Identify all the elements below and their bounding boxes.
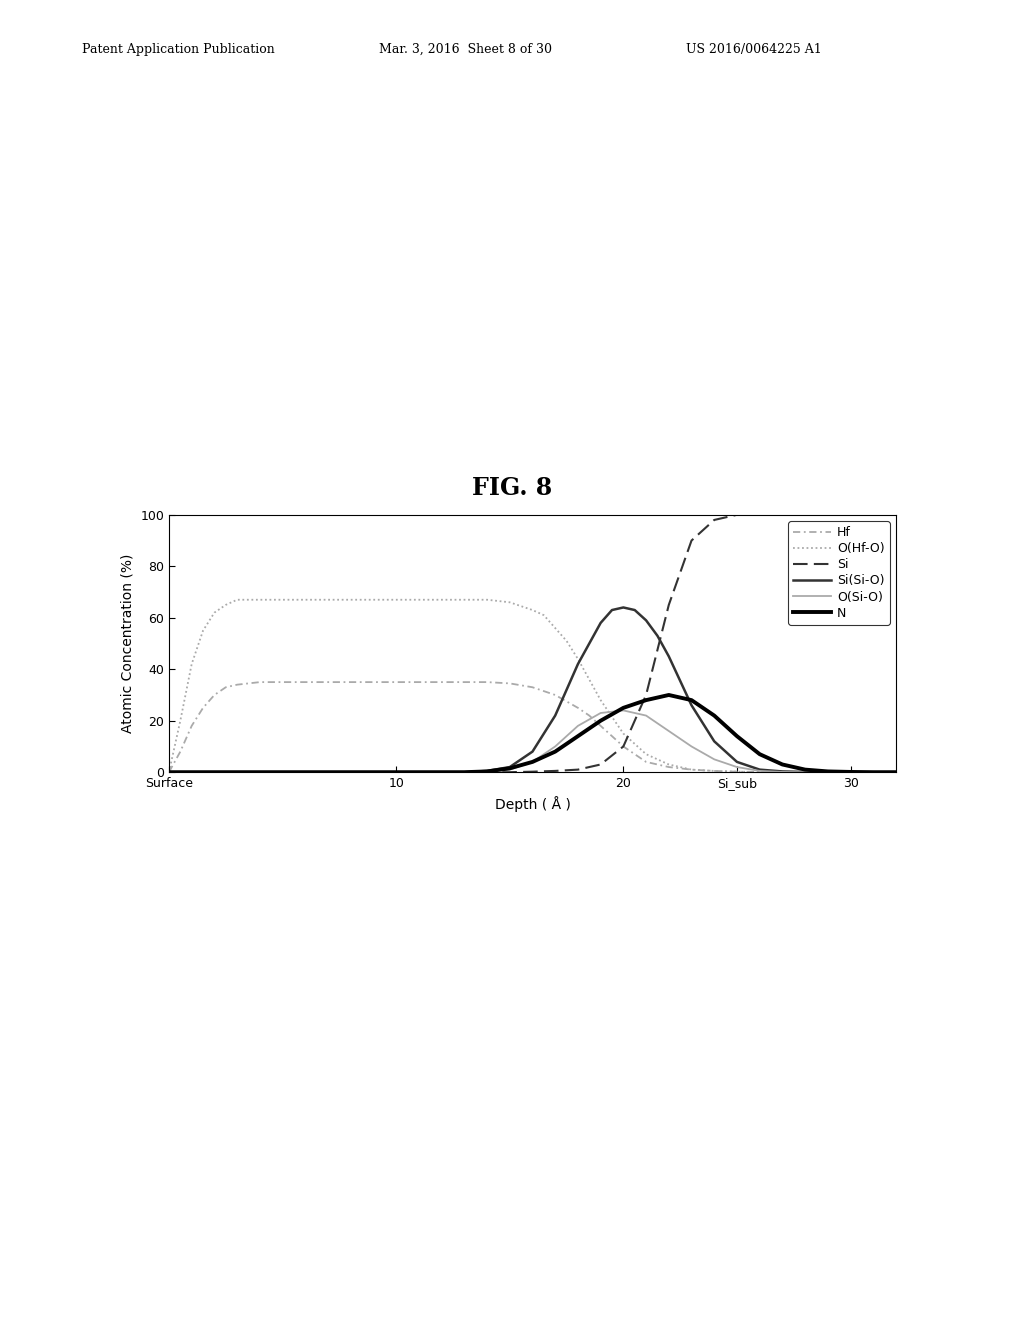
Legend: Hf, O(Hf-O), Si, Si(Si-O), O(Si-O), N: Hf, O(Hf-O), Si, Si(Si-O), O(Si-O), N — [788, 521, 890, 624]
X-axis label: Depth ( Å ): Depth ( Å ) — [495, 796, 570, 812]
Text: Patent Application Publication: Patent Application Publication — [82, 42, 274, 55]
Text: US 2016/0064225 A1: US 2016/0064225 A1 — [686, 42, 822, 55]
Y-axis label: Atomic Concentration (%): Atomic Concentration (%) — [121, 554, 135, 733]
Text: Mar. 3, 2016  Sheet 8 of 30: Mar. 3, 2016 Sheet 8 of 30 — [379, 42, 552, 55]
Text: FIG. 8: FIG. 8 — [472, 477, 552, 500]
